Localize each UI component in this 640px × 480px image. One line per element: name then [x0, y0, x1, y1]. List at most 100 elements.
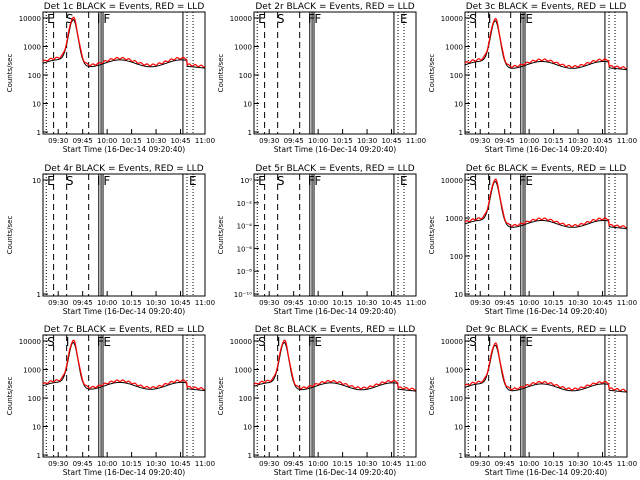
panel-title: Det 1c BLACK = Events, RED = LLD — [44, 2, 205, 12]
x-tick-label: 10:30 — [568, 137, 588, 145]
y-tick-label: 10 — [243, 101, 252, 109]
y-tick-label: 10 — [454, 101, 463, 109]
x-tick-label: 11:00 — [617, 299, 637, 307]
x-tick-label: 10:30 — [568, 460, 588, 468]
x-tick-label: 10:30 — [146, 137, 166, 145]
x-tick-label: 09:45 — [73, 460, 93, 468]
x-tick-label: 10:45 — [170, 137, 190, 145]
lld-series-line — [464, 178, 627, 229]
y-tick-label: 10 — [32, 177, 41, 185]
lld-series-line — [42, 339, 205, 391]
marker-letter: F — [103, 174, 110, 188]
marker-letter: S — [47, 335, 55, 349]
marker-letter: E — [400, 12, 408, 26]
x-tick-label: 10:45 — [381, 137, 401, 145]
y-tick-label: 1000 — [234, 44, 252, 52]
marker-letter: E — [258, 174, 266, 188]
x-tick-label: 09:30 — [48, 299, 68, 307]
y-axis-label: Counts/sec — [6, 216, 14, 255]
x-tick-label: 11:00 — [617, 137, 637, 145]
plot-frame — [42, 334, 206, 458]
y-tick-label: 10⁻⁶ — [237, 245, 253, 253]
y-tick-label: 10000 — [19, 338, 41, 346]
x-axis-label: Start Time (16-Dec-14 09:20:40) — [63, 468, 185, 477]
x-tick-label: 09:30 — [48, 137, 68, 145]
marker-letter: F — [314, 174, 321, 188]
y-tick-label: 1 — [37, 452, 41, 460]
marker-letter: S — [277, 174, 285, 188]
y-axis-label: Counts/sec — [217, 377, 225, 416]
x-tick-label: 09:30 — [470, 460, 490, 468]
x-axis-label: Start Time (16-Dec-14 09:20:40) — [274, 145, 396, 154]
x-tick-label: 11:00 — [406, 460, 426, 468]
plot-frame — [253, 11, 417, 135]
x-tick-label: 11:00 — [195, 460, 215, 468]
y-tick-label: 10⁻¹⁰ — [234, 291, 252, 299]
marker-letter: S — [469, 174, 477, 188]
x-tick-label: 10:30 — [146, 460, 166, 468]
x-tick-label: 09:45 — [284, 299, 304, 307]
x-tick-label: 09:30 — [470, 299, 490, 307]
y-tick-label: 1 — [248, 129, 252, 137]
x-tick-label: 10:00 — [97, 460, 117, 468]
marker-letter: I — [488, 12, 492, 26]
x-tick-label: 10:00 — [519, 137, 539, 145]
y-tick-label: 100 — [239, 72, 252, 80]
y-tick-label: 10⁻⁸ — [237, 268, 253, 276]
marker-letter: E — [525, 335, 533, 349]
marker-letter: E — [525, 174, 533, 188]
y-tick-label: 10000 — [19, 15, 41, 23]
x-tick-label: 09:30 — [259, 299, 279, 307]
y-tick-label: 100 — [239, 395, 252, 403]
x-tick-label: 11:00 — [195, 299, 215, 307]
y-tick-label: 10⁰ — [240, 177, 252, 185]
x-tick-label: 09:45 — [284, 137, 304, 145]
events-series-line — [464, 20, 627, 71]
panel-title: Det 7c BLACK = Events, RED = LLD — [44, 325, 205, 335]
y-axis-label: Counts/sec — [428, 216, 436, 255]
x-tick-label: 11:00 — [406, 299, 426, 307]
marker-letter: F — [519, 12, 526, 26]
marker-letter: F — [519, 335, 526, 349]
marker-letter: I — [488, 174, 492, 188]
y-tick-label: 1000 — [23, 44, 41, 52]
x-tick-label: 10:00 — [308, 460, 328, 468]
lld-series-line — [42, 16, 205, 68]
x-axis-label: Start Time (16-Dec-14 09:20:40) — [63, 307, 185, 316]
marker-letter: E — [103, 335, 111, 349]
y-tick-label: 100 — [450, 253, 463, 261]
marker-letter: I — [66, 335, 70, 349]
plot-frame — [464, 173, 628, 297]
marker-letter: F — [308, 12, 315, 26]
y-axis-label: Counts/sec — [428, 54, 436, 93]
y-tick-label: 1 — [459, 452, 463, 460]
plot-frame — [42, 173, 206, 297]
panel-title: Det 5r BLACK = Events, RED = LLD — [255, 164, 414, 174]
plot-frame — [464, 334, 628, 458]
y-tick-label: 10⁻² — [237, 200, 253, 208]
x-tick-label: 10:00 — [308, 137, 328, 145]
marker-letter: I — [97, 12, 101, 26]
y-tick-label: 1000 — [445, 215, 463, 223]
y-tick-label: 10 — [32, 424, 41, 432]
marker-letter: F — [97, 335, 104, 349]
marker-letter: I — [488, 335, 492, 349]
x-tick-label: 09:30 — [470, 137, 490, 145]
x-axis-label: Start Time (16-Dec-14 09:20:40) — [274, 468, 396, 477]
y-tick-label: 100 — [28, 395, 41, 403]
x-tick-label: 09:30 — [259, 460, 279, 468]
y-tick-label: 1 — [459, 129, 463, 137]
panel-title: Det 8c BLACK = Events, RED = LLD — [255, 325, 416, 335]
marker-letter: E — [314, 335, 322, 349]
marker-letter: S — [66, 174, 74, 188]
panel-title: Det 9c BLACK = Events, RED = LLD — [466, 325, 627, 335]
marker-letter: E — [525, 12, 533, 26]
x-tick-label: 09:45 — [495, 137, 515, 145]
x-axis-label: Start Time (16-Dec-14 09:20:40) — [274, 307, 396, 316]
x-tick-label: 10:45 — [381, 460, 401, 468]
x-tick-label: 10:45 — [170, 299, 190, 307]
y-tick-label: 10 — [454, 424, 463, 432]
